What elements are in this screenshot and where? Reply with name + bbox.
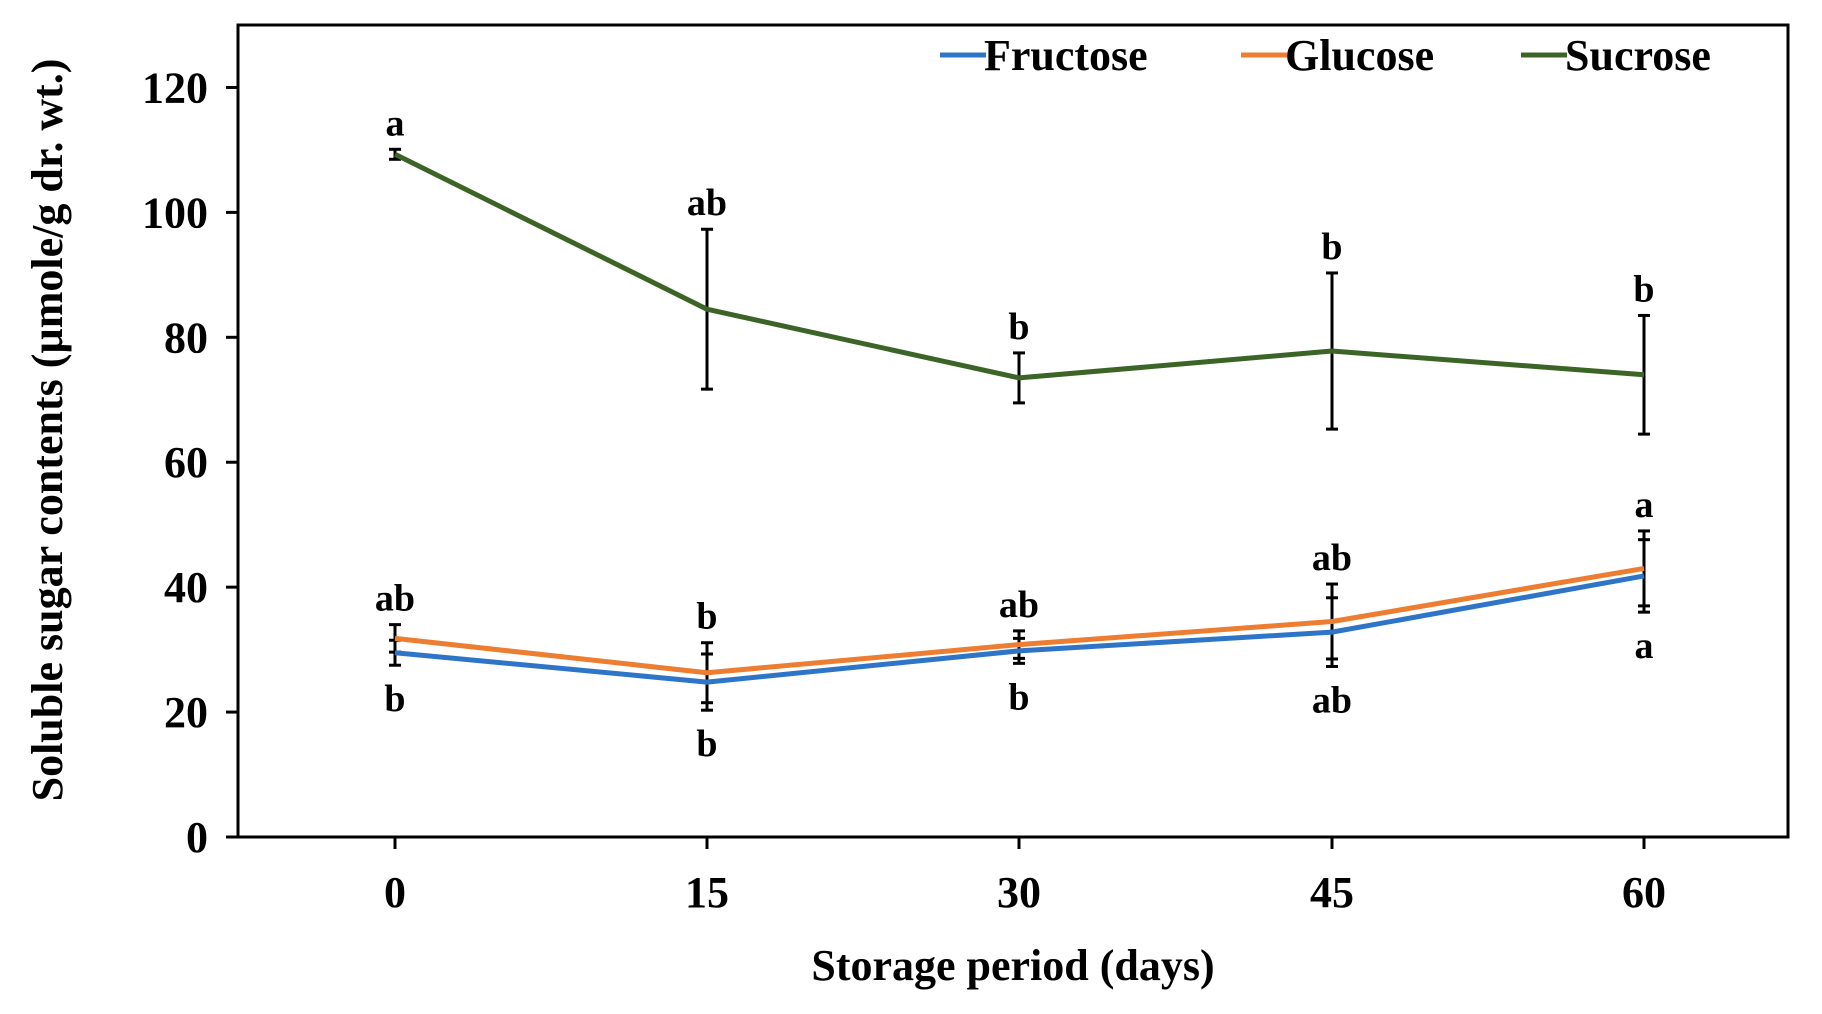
legend-label: Sucrose	[1565, 31, 1711, 80]
significance-label: ab	[375, 578, 415, 620]
sig-labels-glucose: ab b ab ab a	[375, 484, 1654, 638]
x-tick-label: 15	[685, 868, 729, 917]
significance-label: b	[384, 678, 405, 720]
significance-label: a	[1635, 484, 1654, 526]
significance-label: ab	[1312, 537, 1352, 579]
significance-label: a	[386, 102, 405, 144]
x-tick-label: 0	[384, 868, 406, 917]
y-tick-label: 40	[164, 563, 208, 612]
significance-label: b	[696, 596, 717, 638]
y-tick-label: 60	[164, 438, 208, 487]
sig-labels-sucrose: a ab b b b	[386, 102, 1655, 348]
significance-label: ab	[999, 584, 1039, 626]
y-axis-title: Soluble sugar contents (µmole/g dr. wt.)	[23, 59, 72, 802]
series-layer: b b b ab a ab b ab ab a a ab b b b	[375, 102, 1655, 765]
error-bars-sucrose	[389, 147, 1650, 436]
legend-item-glucose: Glucose	[1241, 31, 1434, 80]
significance-label: b	[1008, 306, 1029, 348]
sig-labels-fructose: b b b ab a	[384, 625, 1653, 765]
y-tick-label: 0	[186, 813, 208, 862]
x-tick-label: 45	[1310, 868, 1354, 917]
legend-item-sucrose: Sucrose	[1521, 31, 1711, 80]
legend-item-fructose: Fructose	[940, 31, 1148, 80]
significance-label: b	[1633, 268, 1654, 310]
significance-label: b	[1008, 676, 1029, 718]
x-tick-label: 60	[1622, 868, 1666, 917]
y-axis-ticks: 0 20 40 60 80 100 120	[142, 63, 238, 862]
y-tick-label: 80	[164, 313, 208, 362]
significance-label: b	[696, 723, 717, 765]
legend: Fructose Glucose Sucrose	[940, 31, 1711, 80]
y-tick-label: 20	[164, 688, 208, 737]
x-tick-label: 30	[997, 868, 1041, 917]
series-line-sucrose	[393, 152, 1645, 381]
legend-label: Fructose	[984, 31, 1148, 80]
x-axis-ticks: 0 15 30 45 60	[384, 837, 1666, 917]
significance-label: ab	[1312, 679, 1352, 721]
plot-frame	[236, 23, 1790, 839]
series-line-fructose	[394, 573, 1645, 685]
significance-label: ab	[687, 182, 727, 224]
significance-label: b	[1321, 226, 1342, 268]
y-tick-label: 100	[142, 188, 208, 237]
legend-label: Glucose	[1285, 31, 1434, 80]
y-tick-label: 120	[142, 63, 208, 112]
significance-label: a	[1635, 625, 1654, 667]
series-line-glucose	[394, 565, 1645, 676]
x-axis-title: Storage period (days)	[811, 941, 1214, 990]
